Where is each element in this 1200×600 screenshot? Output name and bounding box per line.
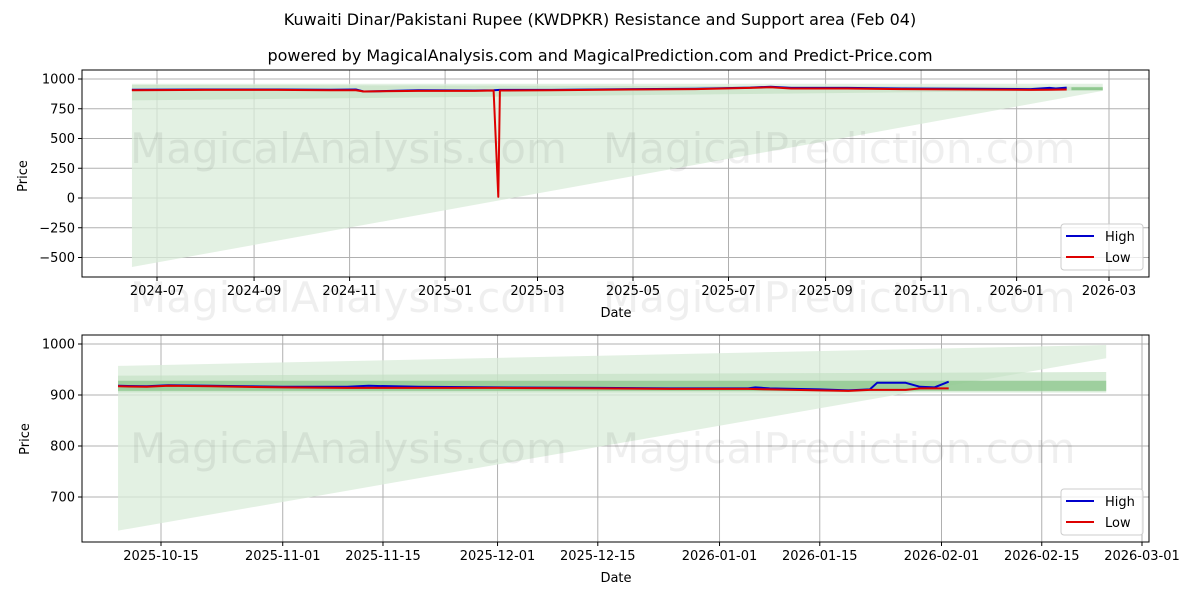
top-y-axis: 1000 750 500 250 0 −250 −500 <box>39 73 82 266</box>
legend-high-label: High <box>1105 230 1135 245</box>
chart-title: Kuwaiti Dinar/Pakistani Rupee (KWDPKR) R… <box>283 10 917 29</box>
top-x-axis-label: Date <box>600 306 631 321</box>
y-tick-label: 700 <box>50 491 75 506</box>
y-tick-label: 1000 <box>42 73 75 88</box>
x-tick-label: 2025-11-01 <box>245 549 321 564</box>
top-axes-frame <box>81 69 1150 278</box>
legend-low-label: Low <box>1105 516 1131 531</box>
legend-high-label: High <box>1105 495 1135 510</box>
bottom-axes-frame <box>81 334 1150 543</box>
x-tick-label: 2025-10-15 <box>123 549 199 564</box>
x-tick-label: 2026-01-01 <box>682 549 758 564</box>
x-tick-label: 2025-07 <box>701 284 755 299</box>
x-tick-label: 2026-02-01 <box>904 549 980 564</box>
x-tick-label: 2026-03 <box>1082 284 1136 299</box>
x-tick-label: 2025-05 <box>606 284 660 299</box>
y-tick-label: −500 <box>39 251 75 266</box>
top-x-axis: 2024-07 2024-09 2024-11 2025-01 2025-03 2025-… <box>130 277 1136 299</box>
bottom-price-lines <box>117 380 950 392</box>
x-tick-label: 2025-12-01 <box>460 549 536 564</box>
bottom-x-axis: 2025-10-15 2025-11-01 2025-11-15 2025-12-01… <box>123 542 1180 564</box>
watermark-right: MagicalPrediction.com <box>603 124 1076 173</box>
y-tick-label: 1000 <box>42 338 75 353</box>
top-legend: High Low <box>1060 223 1144 271</box>
x-tick-label: 2025-03 <box>510 284 564 299</box>
x-tick-label: 2024-09 <box>227 284 281 299</box>
y-tick-label: 750 <box>50 102 75 117</box>
x-tick-label: 2025-09 <box>798 284 852 299</box>
top-chart: MagicalAnalysis.com MagicalPrediction.co… <box>16 69 1150 322</box>
legend-low-label: Low <box>1105 251 1131 266</box>
x-tick-label: 2025-12-15 <box>560 549 636 564</box>
y-tick-label: 0 <box>67 192 75 207</box>
x-tick-label: 2026-02-15 <box>1004 549 1080 564</box>
bottom-y-axis-label: Price <box>18 423 33 455</box>
watermark-left-3: MagicalAnalysis.com <box>130 424 567 473</box>
top-support-resistance-bands <box>131 83 1103 268</box>
top-price-lines <box>131 85 1067 198</box>
x-tick-label: 2025-01 <box>418 284 472 299</box>
x-tick-label: 2024-07 <box>130 284 184 299</box>
watermark-right-2: MagicalPrediction.com <box>603 273 1076 322</box>
chart-subtitle: powered by MagicalAnalysis.com and Magic… <box>267 46 933 65</box>
x-tick-label: 2026-01-15 <box>782 549 858 564</box>
top-y-axis-label: Price <box>16 160 31 192</box>
bottom-x-axis-label: Date <box>600 571 631 586</box>
x-tick-label: 2026-01 <box>989 284 1043 299</box>
x-tick-label: 2024-11 <box>322 284 376 299</box>
y-tick-label: −250 <box>39 221 75 236</box>
band-resistance-support-outer <box>131 83 1103 268</box>
series-low-line <box>131 86 1067 198</box>
x-tick-label: 2025-11-15 <box>345 549 421 564</box>
series-low-line <box>117 384 949 392</box>
y-tick-label: 500 <box>50 132 75 147</box>
bottom-y-axis: 1000 900 800 700 <box>42 338 82 506</box>
bottom-chart: MagicalAnalysis.com MagicalPrediction.co… <box>18 334 1180 586</box>
watermark-right-3: MagicalPrediction.com <box>603 424 1076 473</box>
x-tick-label: 2025-11 <box>894 284 948 299</box>
watermark-left: MagicalAnalysis.com <box>130 124 567 173</box>
watermark-left-2: MagicalAnalysis.com <box>130 273 567 322</box>
y-tick-label: 900 <box>50 389 75 404</box>
y-tick-label: 250 <box>50 162 75 177</box>
y-tick-label: 800 <box>50 440 75 455</box>
x-tick-label: 2026-03-01 <box>1104 549 1180 564</box>
bottom-legend: High Low <box>1060 488 1144 536</box>
